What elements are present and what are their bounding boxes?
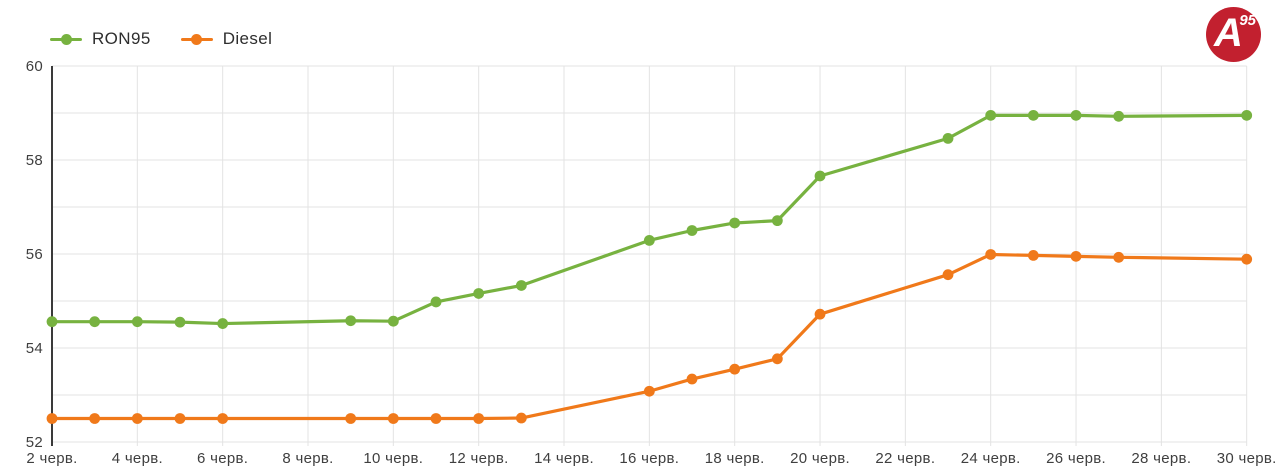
data-point-ron95-11[interactable] <box>430 296 442 308</box>
logo-letter: A <box>1214 11 1243 55</box>
data-point-ron95-23[interactable] <box>942 132 954 144</box>
data-point-ron95-27[interactable] <box>1113 110 1125 122</box>
data-point-diesel-24[interactable] <box>985 249 997 260</box>
a95-logo: A 95 <box>1206 7 1261 62</box>
x-tick-label-28: 28 черв. <box>1131 450 1191 467</box>
data-point-diesel-11[interactable] <box>430 413 442 424</box>
legend-item-ron95[interactable]: RON95 <box>50 29 151 49</box>
data-point-ron95-13[interactable] <box>515 280 527 291</box>
x-tick-label-4: 4 черв. <box>112 450 163 467</box>
data-point-diesel-12[interactable] <box>473 413 485 424</box>
data-point-diesel-10[interactable] <box>387 413 399 424</box>
y-tick-label-60: 60 <box>26 58 43 75</box>
data-point-diesel-23[interactable] <box>942 269 954 281</box>
x-tick-label-18: 18 черв. <box>705 450 765 467</box>
data-point-ron95-26[interactable] <box>1070 109 1082 121</box>
data-point-diesel-13[interactable] <box>515 412 527 424</box>
data-point-diesel-18[interactable] <box>729 363 741 375</box>
data-point-ron95-17[interactable] <box>686 225 698 236</box>
x-tick-label-12: 12 черв. <box>449 450 509 467</box>
x-tick-label-16: 16 черв. <box>619 450 679 467</box>
data-point-diesel-30[interactable] <box>1241 253 1253 265</box>
data-point-diesel-4[interactable] <box>131 413 143 424</box>
data-point-ron95-25[interactable] <box>1027 109 1039 121</box>
data-point-diesel-6[interactable] <box>217 413 229 424</box>
legend: RON95 Diesel <box>50 29 272 49</box>
data-point-ron95-4[interactable] <box>131 316 143 328</box>
data-point-ron95-6[interactable] <box>217 318 229 329</box>
x-tick-label-22: 22 черв. <box>875 450 935 467</box>
data-point-ron95-10[interactable] <box>387 315 399 327</box>
legend-line-dot-icon <box>50 33 82 45</box>
data-point-diesel-25[interactable] <box>1027 250 1039 261</box>
y-tick-label-56: 56 <box>26 246 43 263</box>
legend-label-diesel: Diesel <box>222 29 273 48</box>
x-tick-label-20: 20 черв. <box>790 450 850 467</box>
data-point-diesel-27[interactable] <box>1113 251 1125 263</box>
data-point-ron95-20[interactable] <box>814 170 826 182</box>
logo-superscript: 95 <box>1239 12 1256 29</box>
x-tick-label-8: 8 черв. <box>282 450 333 467</box>
legend-label-ron95: RON95 <box>92 29 151 48</box>
y-tick-label-54: 54 <box>26 340 43 357</box>
data-point-diesel-2[interactable] <box>46 413 58 424</box>
x-tick-label-30: 30 черв. <box>1217 450 1277 467</box>
data-point-ron95-24[interactable] <box>985 109 997 121</box>
data-point-ron95-2[interactable] <box>46 316 58 328</box>
data-point-diesel-19[interactable] <box>771 353 783 365</box>
data-point-diesel-26[interactable] <box>1070 250 1082 262</box>
data-point-ron95-19[interactable] <box>771 215 783 227</box>
data-point-ron95-12[interactable] <box>473 288 485 299</box>
legend-line-dot-icon <box>180 33 213 45</box>
data-point-diesel-5[interactable] <box>174 413 186 424</box>
x-tick-label-2: 2 черв. <box>26 450 77 467</box>
data-point-diesel-3[interactable] <box>89 413 101 424</box>
y-tick-label-58: 58 <box>26 152 43 169</box>
x-tick-label-10: 10 черв. <box>363 450 423 467</box>
x-tick-label-14: 14 черв. <box>534 450 594 467</box>
legend-dot <box>60 33 72 45</box>
y-tick-label-52: 52 <box>26 434 43 451</box>
data-point-ron95-16[interactable] <box>643 234 655 246</box>
legend-item-diesel[interactable]: Diesel <box>180 29 273 49</box>
x-tick-label-6: 6 черв. <box>197 450 248 467</box>
data-point-diesel-9[interactable] <box>345 413 357 424</box>
data-point-diesel-20[interactable] <box>814 308 826 320</box>
x-tick-label-26: 26 черв. <box>1046 450 1106 467</box>
data-point-diesel-17[interactable] <box>686 373 698 385</box>
legend-dot <box>191 33 203 45</box>
data-point-ron95-9[interactable] <box>345 315 357 327</box>
data-point-ron95-3[interactable] <box>89 316 101 328</box>
data-point-ron95-30[interactable] <box>1241 109 1253 121</box>
data-point-diesel-16[interactable] <box>643 385 655 397</box>
data-point-ron95-18[interactable] <box>729 217 741 229</box>
data-point-ron95-5[interactable] <box>174 316 186 328</box>
x-tick-label-24: 24 черв. <box>961 450 1021 467</box>
